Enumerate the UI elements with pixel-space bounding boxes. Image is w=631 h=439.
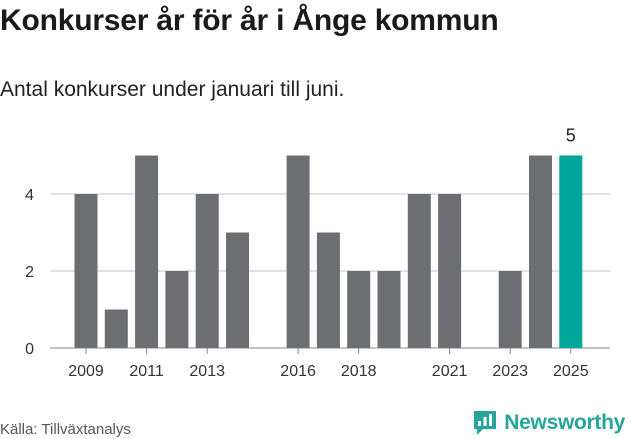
newsworthy-logo: Newsworthy xyxy=(472,409,625,437)
highlight-value-label: 5 xyxy=(566,126,576,146)
bar-chart: 5 0 2 4 2009 2011 2013 2016 2018 2021 2023 2025 xyxy=(25,126,610,380)
bar-2019 xyxy=(377,271,401,348)
y-tick-label: 2 xyxy=(25,264,34,281)
bar-2016 xyxy=(286,155,310,348)
bar-2021 xyxy=(438,194,462,348)
bar-2025 xyxy=(559,155,583,348)
bars xyxy=(74,155,583,348)
bar-2018 xyxy=(347,271,371,348)
bar-2020 xyxy=(407,194,431,348)
x-tick-label: 2011 xyxy=(129,363,164,380)
x-tick-label: 2018 xyxy=(341,363,377,380)
chart-subtitle: Antal konkurser under januari till juni. xyxy=(0,78,345,101)
chart-title: Konkurser år för år i Ånge kommun xyxy=(0,4,499,37)
x-tick-label: 2023 xyxy=(492,363,528,380)
bar-2011 xyxy=(135,155,159,348)
bar-2012 xyxy=(165,271,189,348)
bar-2024 xyxy=(529,155,552,348)
y-tick-label: 4 xyxy=(25,187,34,204)
value-labels: 5 xyxy=(566,126,576,146)
y-tick-label: 0 xyxy=(25,341,34,358)
x-tick-label: 2021 xyxy=(432,363,468,380)
x-tick-label: 2009 xyxy=(68,363,104,380)
x-axis-ticks: 2009 2011 2013 2016 2018 2021 2023 2025 xyxy=(68,348,589,380)
bar-2017 xyxy=(316,232,340,348)
source-note: Källa: Tillväxtanalys xyxy=(0,421,131,438)
y-axis-ticks: 0 2 4 xyxy=(25,187,34,358)
newsworthy-logo-text: Newsworthy xyxy=(504,411,625,434)
x-tick-label: 2016 xyxy=(280,363,316,380)
bar-2009 xyxy=(74,194,98,348)
bar-2014 xyxy=(226,232,249,348)
x-tick-label: 2013 xyxy=(189,363,225,380)
x-tick-label: 2025 xyxy=(553,363,589,380)
bar-2013 xyxy=(195,194,219,348)
bar-2023 xyxy=(498,271,522,348)
newsworthy-logo-icon xyxy=(474,411,497,435)
bar-2010 xyxy=(104,309,128,348)
